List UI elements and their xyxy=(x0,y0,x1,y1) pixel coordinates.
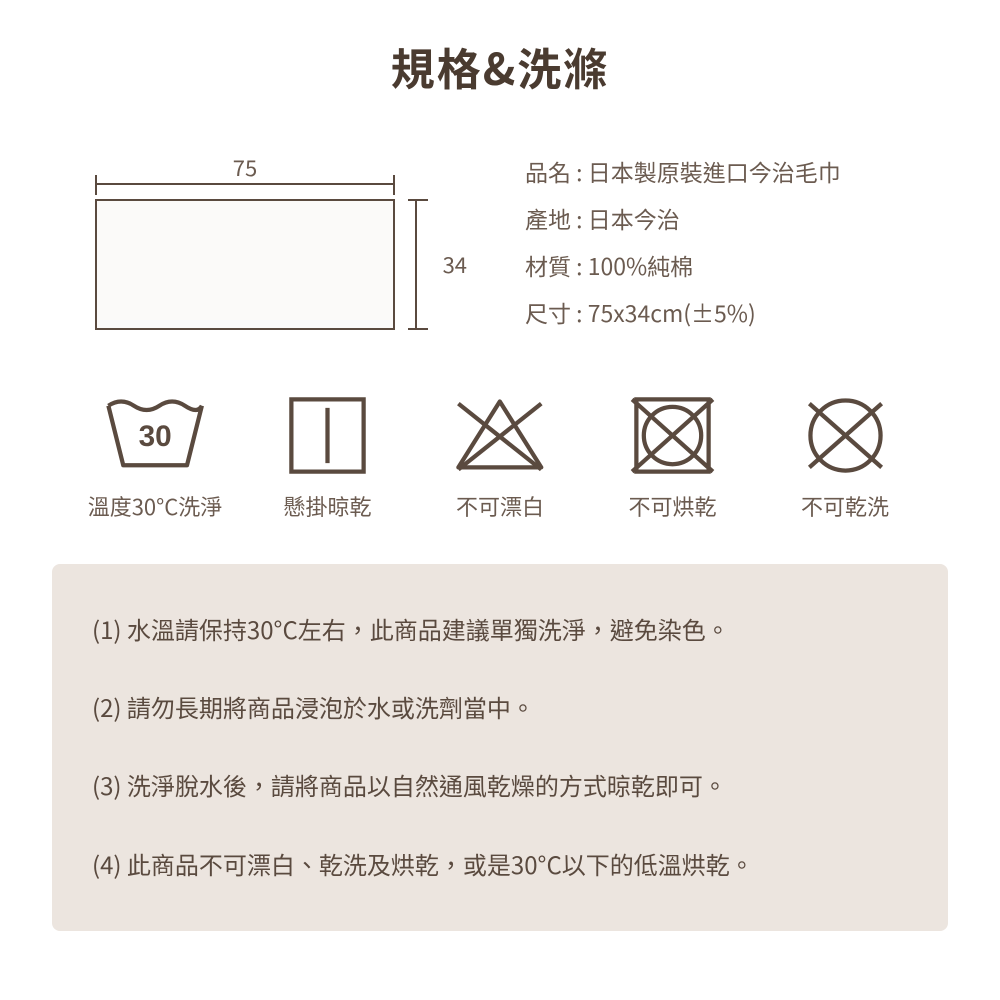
wash-temp: 30 xyxy=(138,420,171,453)
dry-label: 懸掛晾乾 xyxy=(283,490,371,522)
wash-icon: 30 xyxy=(102,393,208,478)
page-title: 規格&洗滌 xyxy=(0,0,1000,98)
bleach-icon-item: 不可漂白 xyxy=(425,393,575,522)
dryclean-icon xyxy=(803,393,888,478)
tumble-icon xyxy=(630,393,715,478)
wash-icon-item: 30 溫度30°C洗淨 xyxy=(80,393,230,522)
dry-icon xyxy=(285,393,370,478)
note-1: (1) 水溫請保持30°C左右，此商品建議單獨洗淨，避免染色。 xyxy=(92,610,908,648)
attributes-list: 品名 : 日本製原裝進口今治毛巾 產地 : 日本今治 材質 : 100%純棉 尺… xyxy=(525,148,841,337)
note-3: (3) 洗淨脫水後，請將商品以自然通風乾燥的方式晾乾即可。 xyxy=(92,766,908,804)
care-notes: (1) 水溫請保持30°C左右，此商品建議單獨洗淨，避免染色。 (2) 請勿長期… xyxy=(52,564,948,932)
dim-height-label: 34 xyxy=(443,248,467,280)
tumble-icon-item: 不可烘乾 xyxy=(598,393,748,522)
wash-label: 溫度30°C洗淨 xyxy=(88,490,223,522)
note-2: (2) 請勿長期將商品浸泡於水或洗劑當中。 xyxy=(92,688,908,726)
bleach-label: 不可漂白 xyxy=(456,490,544,522)
dry-icon-item: 懸掛晾乾 xyxy=(253,393,403,522)
note-4: (4) 此商品不可漂白、乾洗及烘乾，或是30°C以下的低溫烘乾。 xyxy=(92,845,908,883)
dimension-diagram: 75 34 xyxy=(95,155,435,330)
dim-width-label: 75 xyxy=(95,151,395,183)
care-icons-row: 30 溫度30°C洗淨 懸掛晾乾 不可漂白 不可烘乾 xyxy=(0,393,1000,522)
tumble-label: 不可烘乾 xyxy=(628,490,716,522)
dryclean-label: 不可乾洗 xyxy=(801,490,889,522)
spec-row: 75 34 品名 : 日本製原裝進口今治毛巾 產地 : 日本今治 材質 : 10… xyxy=(0,148,1000,337)
dryclean-icon-item: 不可乾洗 xyxy=(770,393,920,522)
bleach-icon xyxy=(452,393,548,478)
